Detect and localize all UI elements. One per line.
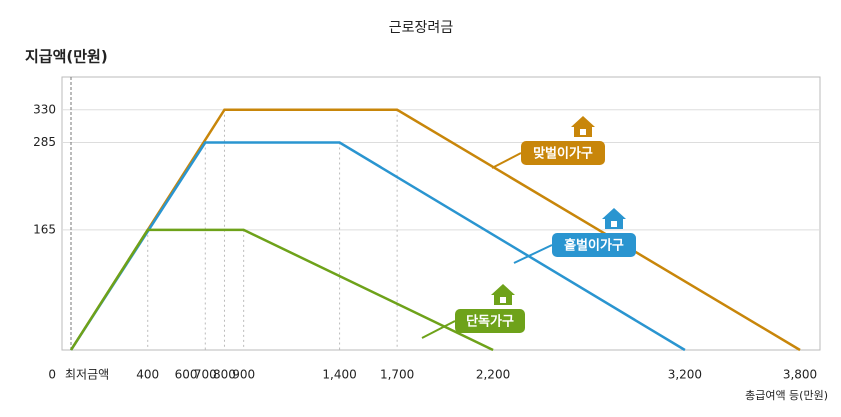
house-icon xyxy=(602,208,626,229)
house-icon xyxy=(491,284,515,305)
x-tick-label: 2,200 xyxy=(476,368,510,382)
house-icon xyxy=(571,116,595,137)
pointer xyxy=(421,320,456,339)
legend-label: 맞벌이가구 xyxy=(533,146,593,162)
y-axis-label: 지급액(만원) xyxy=(25,48,108,66)
pointer xyxy=(513,244,553,264)
x-tick-label: 700 xyxy=(194,368,217,382)
x-tick-label: 400 xyxy=(136,368,159,382)
x-tick-label: 최저금액 xyxy=(65,368,109,382)
house-door xyxy=(580,129,586,135)
legend-label: 홑벌이가구 xyxy=(564,238,624,254)
legend-badge xyxy=(455,309,525,333)
x-tick-label: 800 xyxy=(213,368,236,382)
legend-badge xyxy=(521,141,605,165)
chart-title: 근로장려금 xyxy=(389,20,454,36)
legend-label: 단독가구 xyxy=(466,314,514,330)
house-door xyxy=(611,221,617,227)
plot-frame xyxy=(61,76,821,351)
line xyxy=(69,228,494,352)
x-tick-label: 3,200 xyxy=(668,368,702,382)
x-tick-label: 600 xyxy=(175,368,198,382)
x-tick-label: 1,700 xyxy=(380,368,414,382)
x-tick-label: 3,800 xyxy=(783,368,817,382)
y-tick-label: 165 xyxy=(33,222,56,236)
y-tick-label: 285 xyxy=(33,135,56,149)
x-tick-label: 1,400 xyxy=(322,368,356,382)
x-tick-label: 900 xyxy=(232,368,255,382)
y-tick-label: 0 xyxy=(48,368,56,382)
legend-badge xyxy=(552,233,636,257)
house-door xyxy=(500,297,506,303)
pointer xyxy=(491,152,522,169)
x-axis-label: 총급여액 등(만원) xyxy=(745,389,828,402)
y-tick-label: 330 xyxy=(33,102,56,116)
